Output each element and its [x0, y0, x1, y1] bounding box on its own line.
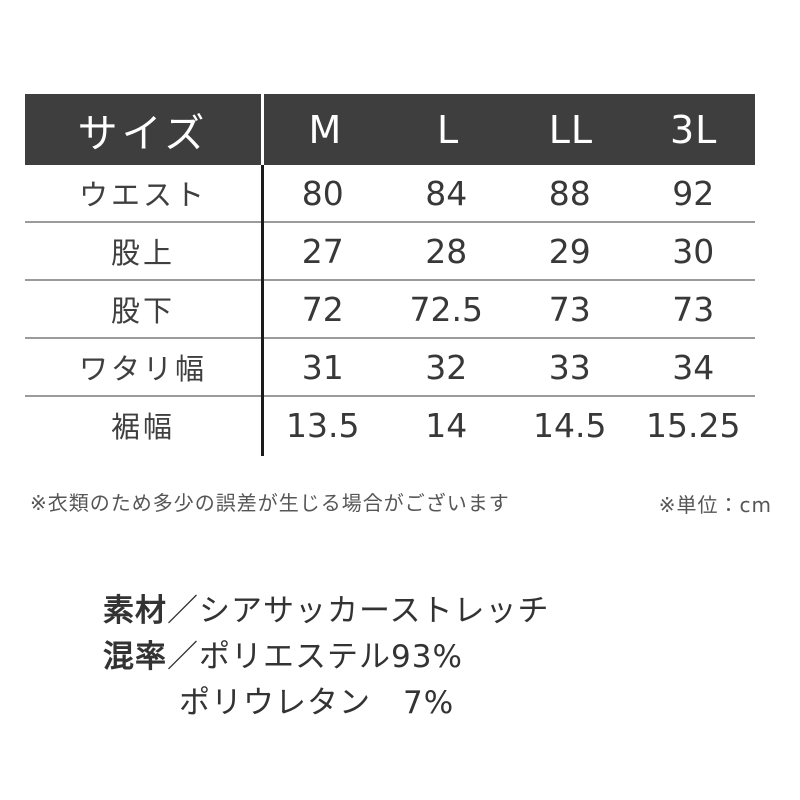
table-row-hem-width: 裾幅 13.5 14 14.5 15.25	[25, 395, 755, 453]
row-label: ウエスト	[78, 178, 207, 212]
column-divider-line	[261, 165, 264, 456]
cell-value: 80	[301, 173, 344, 213]
column-header-l: L	[437, 107, 460, 152]
blend-value-2: ポリウレタン 7%	[179, 684, 455, 721]
cell-value: 73	[548, 289, 591, 329]
blend-line: 混率 ／ポリエステル93%	[103, 630, 549, 676]
cell-value: 30	[672, 231, 715, 271]
material-label: 素材	[103, 592, 167, 629]
table-row-rise: 股上 27 28 29 30	[25, 221, 755, 279]
column-header-m: M	[308, 107, 343, 152]
cell-value: 32	[425, 347, 468, 387]
cell-value: 14	[425, 405, 468, 445]
cell-value: 33	[548, 347, 591, 387]
row-label: 股下	[110, 294, 175, 328]
size-table-body: ウエスト 80 84 88 92 股上 27 28 29 30 股下	[25, 165, 755, 456]
cell-value: 29	[548, 231, 591, 271]
cell-value: 28	[425, 231, 468, 271]
row-label: ワタリ幅	[78, 352, 207, 386]
cell-value: 34	[672, 347, 715, 387]
material-info: 素材 ／シアサッカーストレッチ 混率 ／ポリエステル93% ポリウレタン 7%	[103, 584, 549, 722]
cell-value: 14.5	[533, 405, 607, 445]
material-value: ／シアサッカーストレッチ	[167, 592, 550, 629]
cell-value: 92	[672, 173, 715, 213]
cell-value: 88	[548, 173, 591, 213]
unit-note: ※単位：cm	[658, 493, 772, 517]
table-row-inseam: 股下 72 72.5 73 73	[25, 279, 755, 337]
cell-value: 27	[301, 231, 344, 271]
cell-value: 72.5	[409, 289, 483, 329]
row-label: 股上	[110, 236, 175, 270]
disclaimer-note: ※衣類のため多少の誤差が生じる場合がございます	[30, 491, 510, 515]
header-columns: M L LL 3L	[264, 94, 755, 165]
cell-value: 31	[301, 347, 344, 387]
header-divider	[261, 94, 264, 165]
cell-value: 13.5	[286, 405, 360, 445]
size-table-header: サイズ M L LL 3L	[25, 94, 755, 165]
table-row-thigh-width: ワタリ幅 31 32 33 34	[25, 337, 755, 395]
column-header-ll: LL	[548, 107, 594, 152]
cell-value: 84	[425, 173, 468, 213]
cell-value: 15.25	[646, 405, 741, 445]
table-row-waist: ウエスト 80 84 88 92	[25, 165, 755, 221]
header-size-label: サイズ	[25, 94, 261, 165]
cell-value: 72	[301, 289, 344, 329]
blend-line-2: ポリウレタン 7%	[103, 676, 549, 722]
column-header-3l: 3L	[669, 107, 718, 152]
size-table: サイズ M L LL 3L ウエスト 80 84 88 92 股	[25, 94, 755, 456]
blend-label: 混率	[103, 638, 167, 675]
cell-value: 73	[672, 289, 715, 329]
material-line: 素材 ／シアサッカーストレッチ	[103, 584, 549, 630]
blend-value: ／ポリエステル93%	[167, 638, 463, 675]
row-label: 裾幅	[110, 410, 175, 444]
